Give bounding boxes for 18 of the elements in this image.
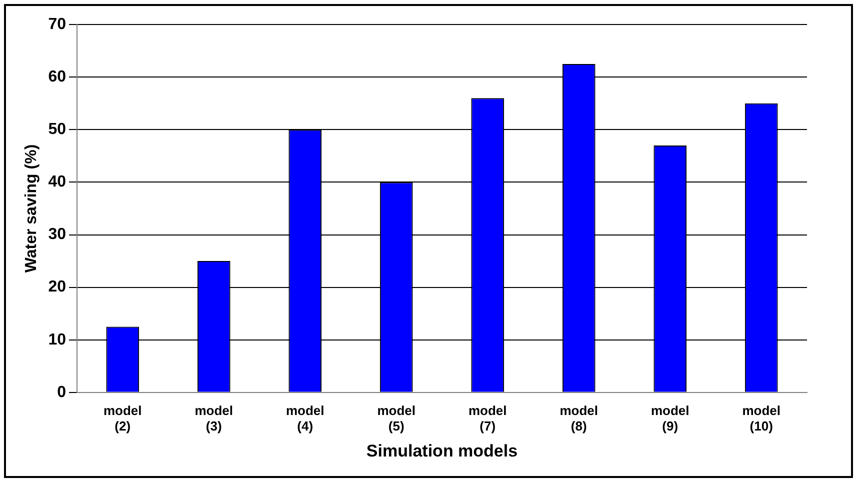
y-tick-label: 0: [57, 384, 66, 401]
x-tick-label: model (9): [650, 402, 690, 434]
x-tick-label: model (4): [286, 402, 324, 434]
y-tick-label: 30: [48, 226, 66, 244]
x-tick-label: model (7): [468, 402, 507, 434]
x-tick-label: model (8): [560, 402, 598, 434]
y-tick-label: 20: [48, 278, 66, 296]
x-tick-label: model (5): [377, 402, 416, 434]
y-axis-title: Water saving (%): [23, 144, 40, 273]
y-tick-label: 60: [48, 68, 66, 86]
y-tick-label: 10: [48, 331, 66, 348]
y-tick-label: 50: [48, 121, 66, 138]
y-tick-label: 70: [48, 16, 66, 34]
x-tick-label: model (3): [194, 402, 234, 434]
x-tick-label: model (2): [103, 402, 142, 434]
x-tick-label: model (10): [742, 402, 781, 434]
y-tick-label: 40: [48, 174, 66, 191]
x-axis-title: Simulation models: [366, 441, 518, 460]
